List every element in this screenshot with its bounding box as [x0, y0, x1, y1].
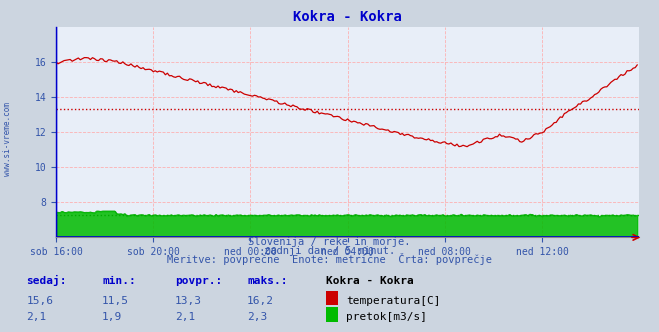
Text: 11,5: 11,5 — [102, 296, 129, 306]
Text: maks.:: maks.: — [247, 276, 287, 286]
Text: temperatura[C]: temperatura[C] — [346, 296, 440, 306]
Text: www.si-vreme.com: www.si-vreme.com — [3, 103, 13, 176]
Title: Kokra - Kokra: Kokra - Kokra — [293, 10, 402, 24]
Text: 13,3: 13,3 — [175, 296, 202, 306]
Text: sedaj:: sedaj: — [26, 275, 67, 286]
Text: povpr.:: povpr.: — [175, 276, 222, 286]
Text: 2,1: 2,1 — [26, 312, 47, 322]
Text: 2,3: 2,3 — [247, 312, 268, 322]
Text: Kokra - Kokra: Kokra - Kokra — [326, 276, 414, 286]
Text: pretok[m3/s]: pretok[m3/s] — [346, 312, 427, 322]
Text: 16,2: 16,2 — [247, 296, 274, 306]
Text: 15,6: 15,6 — [26, 296, 53, 306]
Text: 1,9: 1,9 — [102, 312, 123, 322]
Text: zadnji dan / 5 minut.: zadnji dan / 5 minut. — [264, 246, 395, 256]
Text: Slovenija / reke in morje.: Slovenija / reke in morje. — [248, 237, 411, 247]
Text: 2,1: 2,1 — [175, 312, 195, 322]
Text: min.:: min.: — [102, 276, 136, 286]
Text: Meritve: povprečne  Enote: metrične  Črta: povprečje: Meritve: povprečne Enote: metrične Črta:… — [167, 253, 492, 265]
